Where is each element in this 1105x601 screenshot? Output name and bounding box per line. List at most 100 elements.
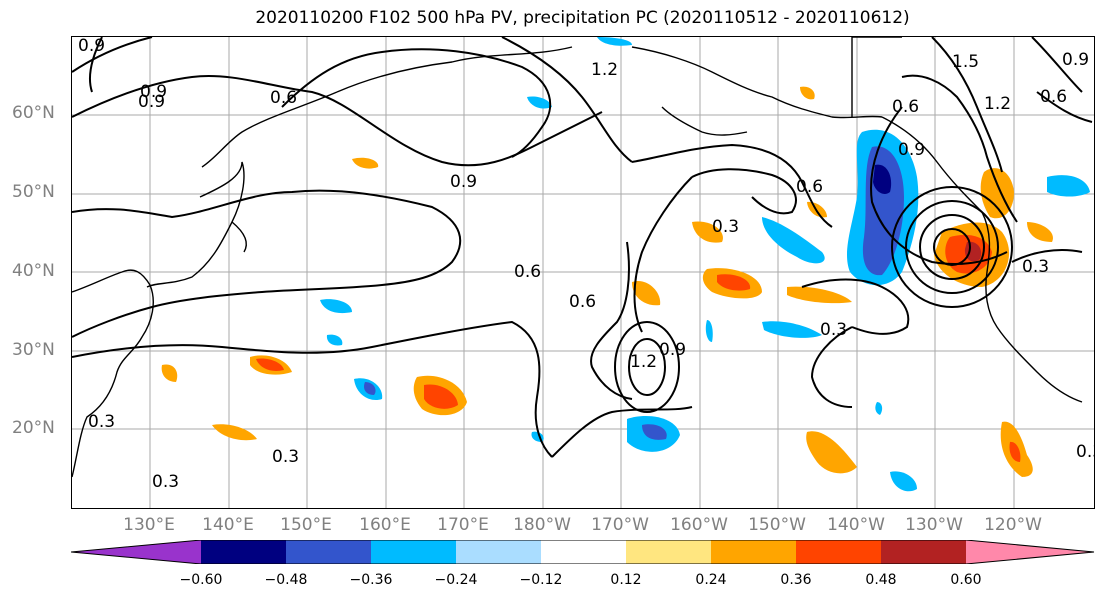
neg-anomaly-canada	[1047, 175, 1090, 197]
lon-label-130w: 130°W	[905, 515, 963, 535]
contour-0-3-cutoff-south	[810, 326, 853, 408]
map-title: 2020110200 F102 500 hPa PV, precipitatio…	[255, 8, 910, 28]
neg-anomaly-158e	[320, 299, 352, 314]
neg-anomaly-arctic	[597, 37, 632, 46]
colorbar-tick-label: −0.12	[519, 572, 563, 588]
contour-0-3-interior	[1011, 249, 1083, 263]
lon-label-160w: 160°W	[670, 515, 728, 535]
colorbar-bin	[456, 540, 541, 564]
map-canvas: 0.9 0.6 1.2 0.9 0.9 0.6 0.3 0.6 0.6 1.2 …	[72, 37, 1094, 508]
contour-label: 1.5	[952, 52, 979, 72]
lat-label-30n: 30°N	[12, 340, 55, 360]
contour-label: 0.6	[1040, 87, 1067, 107]
colorbar-tick-label: 0.60	[950, 572, 982, 588]
pos-anomaly-142w	[787, 286, 852, 304]
contour-0-9-nw	[89, 37, 103, 93]
colorbar-bin	[541, 540, 626, 564]
pos-anomaly-130e-south	[161, 364, 178, 382]
lat-label-50n: 50°N	[12, 182, 55, 202]
lat-label-40n: 40°N	[12, 261, 55, 281]
contour-label: 0.9	[450, 172, 477, 192]
contour-0-9-north	[72, 75, 603, 167]
colorbar-bin	[796, 540, 881, 564]
neg-anomaly-ne-pacific-peak	[873, 164, 892, 194]
pos-anomaly-140e-south	[212, 424, 257, 441]
coast-japan-north	[231, 221, 248, 253]
contour-label: 0.6	[514, 262, 541, 282]
colorbar-bin	[626, 540, 711, 564]
contour-0-6-ring	[281, 48, 552, 158]
pos-anomaly-west-coast-peak	[964, 241, 982, 262]
neg-anomaly-bering	[527, 96, 552, 109]
contour-0-9-corner	[72, 37, 153, 73]
contour-label: 0.6	[892, 97, 919, 117]
contour-label: 1.2	[984, 94, 1011, 114]
contour-label: 1.2	[591, 60, 618, 80]
contour-cutoff-4	[891, 186, 1013, 308]
contour-labels: 0.9 0.6 1.2 0.9 0.9 0.6 0.3 0.6 0.6 1.2 …	[78, 37, 1094, 492]
contour-label: 0.9	[659, 340, 686, 360]
colorbar-tick-label: 0.48	[865, 572, 897, 588]
neg-anomaly-160w	[705, 320, 713, 342]
pos-anomaly-gulf-alaska	[800, 86, 815, 100]
contour-1-2-bering	[501, 37, 633, 163]
colorbar-bin	[881, 540, 966, 564]
pos-anomaly-158w	[692, 221, 723, 243]
colorbar-tick-label: −0.24	[434, 572, 478, 588]
pos-anomaly-bc	[980, 168, 1014, 219]
contour-0-6-east-trough	[633, 176, 693, 333]
neg-anomaly-157e	[326, 334, 343, 346]
contour-label: 0.3	[272, 447, 299, 467]
border-canada	[851, 37, 902, 117]
precip-shading	[161, 37, 1090, 492]
contour-label: 0.3	[152, 472, 179, 492]
pv-contours	[72, 37, 1093, 458]
lon-label-170w: 170°W	[591, 515, 649, 535]
coastlines	[72, 37, 1083, 478]
colorbar-tick-label: 0.24	[695, 572, 727, 588]
colorbar-extend-high	[966, 540, 1094, 564]
lat-label-60n: 60°N	[12, 103, 55, 123]
pos-anomaly-120w-south-core	[1009, 441, 1021, 462]
contour-0-3-south	[72, 320, 553, 458]
coast-siberia	[336, 46, 573, 93]
colorbar	[71, 540, 1095, 564]
neg-anomaly-148w	[762, 321, 822, 338]
map-panel: 0.9 0.6 1.2 0.9 0.9 0.6 0.3 0.6 0.6 1.2 …	[71, 36, 1095, 509]
coast-kamchatka	[201, 91, 338, 168]
contour-0-6-trough-east	[870, 106, 1008, 265]
contour-0-6-trough	[590, 241, 633, 400]
contour-label: 0.9	[78, 37, 105, 56]
contour-0-9-low	[614, 321, 680, 413]
neg-anomaly-136w	[875, 402, 883, 415]
lon-label-130e: 130°E	[123, 515, 175, 535]
lon-label-160e: 160°E	[359, 515, 411, 535]
neg-anomaly-146w	[762, 217, 825, 264]
lat-label-20n: 20°N	[12, 418, 55, 438]
neg-anomaly-160e-core	[364, 382, 376, 395]
lon-label-140w: 140°W	[827, 515, 885, 535]
contour-1-5-coast	[901, 74, 1018, 223]
colorbar-tick-label: 0.36	[780, 572, 812, 588]
lon-label-180w: 180°W	[513, 515, 571, 535]
contour-0-3-south-2	[551, 406, 693, 458]
contour-label: 1.2	[630, 352, 657, 372]
colorbar-bin	[371, 540, 456, 564]
lon-label-170e: 170°E	[437, 515, 489, 535]
colorbar-extend-low	[71, 540, 201, 564]
colorbar-tick-label: −0.60	[179, 572, 223, 588]
colorbar-tick-label: −0.36	[349, 572, 393, 588]
colorbar-bin	[201, 540, 286, 564]
contour-label: 0.3	[712, 217, 739, 237]
contour-0-9-canada	[1031, 37, 1083, 93]
contour-label: 0.3	[1076, 442, 1094, 462]
lon-label-150e: 150°E	[280, 515, 332, 535]
coast-west-america	[881, 116, 1083, 403]
coast-aleutians	[661, 106, 748, 136]
contour-label: 0.3	[88, 412, 115, 432]
lon-label-140e: 140°E	[202, 515, 254, 535]
contour-0-3-east	[691, 168, 797, 215]
neg-anomaly-165w-south-core	[642, 424, 667, 440]
contour-label: 0.6	[270, 88, 297, 108]
contour-label: 0.3	[1022, 257, 1049, 277]
